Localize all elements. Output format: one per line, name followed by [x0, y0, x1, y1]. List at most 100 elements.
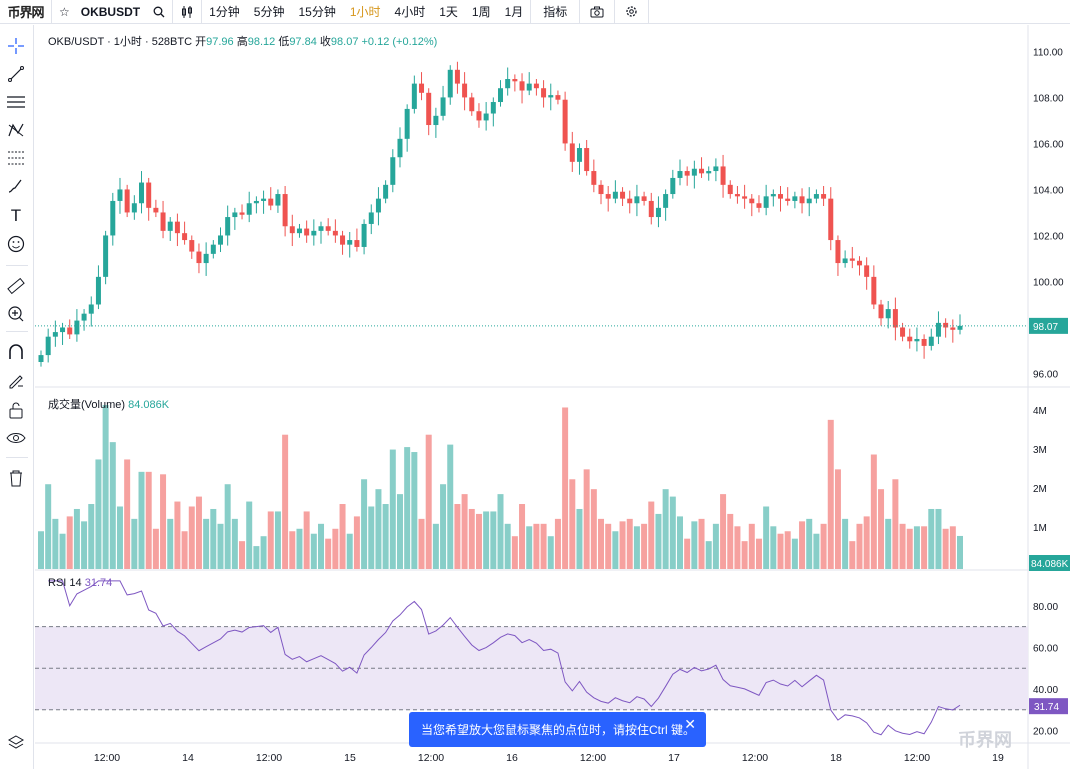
- last-price-label: 98.07: [1033, 322, 1058, 333]
- time-tick-label: 19: [992, 752, 1004, 764]
- volume-legend: 成交量(Volume) 84.086K: [48, 399, 170, 411]
- unlock-icon[interactable]: [5, 399, 27, 421]
- crosshair-icon[interactable]: [5, 35, 27, 57]
- volume-bar: [576, 508, 583, 569]
- volume-bar: [253, 546, 260, 569]
- interval-1h[interactable]: 1小时: [349, 5, 381, 19]
- volume-bar: [526, 526, 533, 569]
- candle-body: [742, 196, 748, 199]
- candle-body: [232, 212, 238, 218]
- volume-bar: [662, 489, 669, 569]
- gear-icon[interactable]: [615, 0, 648, 24]
- interval-1w[interactable]: 1周: [471, 5, 491, 19]
- candle-body: [332, 230, 338, 236]
- candle-body: [38, 355, 44, 362]
- indicators-button[interactable]: 指标: [543, 5, 568, 19]
- volume-bar: [346, 533, 353, 569]
- interval-4h[interactable]: 4小时: [394, 5, 426, 19]
- favorite-star-icon[interactable]: ☆: [59, 4, 70, 19]
- trend-line-icon[interactable]: [5, 63, 27, 85]
- close-icon[interactable]: ✕: [684, 716, 696, 732]
- candle-body: [340, 235, 346, 245]
- candle-body: [304, 228, 310, 236]
- volume-bar: [942, 528, 949, 569]
- chart-area[interactable]: 110.00 108.00 106.00 104.00 102.00 100.00 98.0…: [35, 25, 1070, 769]
- candle-body: [634, 196, 640, 204]
- ruler-icon[interactable]: [5, 275, 27, 297]
- volume-bar: [66, 516, 73, 569]
- candle-body: [957, 325, 963, 330]
- candle-body: [433, 115, 439, 126]
- volume-bar: [490, 511, 497, 569]
- symbol-search-icon[interactable]: [146, 0, 172, 24]
- candle-body: [921, 338, 927, 346]
- volume-bar: [842, 518, 849, 569]
- fib-icon[interactable]: [5, 147, 27, 169]
- brush-icon[interactable]: [5, 175, 27, 197]
- candle-body: [892, 309, 898, 328]
- volume-badge-label: 84.086K: [1031, 559, 1069, 570]
- close-value: 98.07: [330, 36, 359, 48]
- volume-bar: [511, 536, 518, 569]
- volume-bar: [411, 452, 418, 569]
- volume-value: 84.086K: [128, 399, 170, 411]
- pattern-icon[interactable]: [5, 119, 27, 141]
- candle-body: [498, 88, 503, 103]
- candle-body: [182, 233, 188, 241]
- interval-1mo[interactable]: 1月: [504, 5, 524, 19]
- candle-body: [354, 240, 360, 247]
- volume-bar: [763, 506, 770, 569]
- volume-bar: [619, 521, 626, 569]
- volume-bar: [418, 518, 425, 569]
- volume-bar: [289, 531, 296, 569]
- candle-body: [871, 276, 877, 305]
- volume-bar: [612, 531, 619, 569]
- volume-bar: [440, 484, 447, 569]
- low-value: 97.84: [289, 36, 317, 48]
- trash-icon[interactable]: [5, 467, 27, 489]
- volume-badge: [1029, 555, 1070, 571]
- horizontal-lines-icon[interactable]: [5, 91, 27, 113]
- candle-body: [411, 83, 417, 109]
- volume-bar: [246, 501, 253, 569]
- lock-drawing-icon[interactable]: [5, 369, 27, 391]
- volume-bar: [210, 508, 217, 569]
- site-logo[interactable]: 币界网: [0, 0, 52, 24]
- volume-bar: [303, 511, 310, 569]
- text-icon[interactable]: T: [10, 206, 22, 225]
- volume-bar: [684, 538, 691, 569]
- candle-body: [584, 148, 590, 172]
- watermark-logo: 币界网: [958, 730, 1012, 750]
- volume-bar: [712, 523, 719, 569]
- symbol-name[interactable]: OKBUSDT: [80, 4, 141, 19]
- eye-icon[interactable]: [5, 427, 27, 449]
- candle-body: [878, 304, 884, 319]
- layers-icon[interactable]: [5, 731, 27, 753]
- price-tick-label: 96.00: [1033, 369, 1058, 380]
- magnet-icon[interactable]: [5, 341, 27, 363]
- volume-bar: [734, 526, 741, 569]
- volume-bar: [669, 496, 676, 569]
- volume-bar: [497, 494, 504, 569]
- candle-body: [153, 207, 159, 213]
- interval-15m[interactable]: 15分钟: [298, 5, 336, 19]
- time-tick-label: 12:00: [94, 752, 120, 764]
- emoji-icon[interactable]: [5, 233, 27, 255]
- camera-icon[interactable]: [580, 0, 614, 24]
- volume-bar: [949, 526, 956, 569]
- time-tick-label: 16: [506, 752, 518, 764]
- volume-bar: [52, 518, 59, 569]
- interval-1d[interactable]: 1天: [439, 5, 458, 19]
- time-tick-label: 14: [182, 752, 194, 764]
- volume-bar: [727, 513, 734, 569]
- interval-1m[interactable]: 1分钟: [209, 5, 240, 19]
- volume-bar: [626, 518, 633, 569]
- volume-bar: [676, 516, 683, 569]
- compare-icon[interactable]: [173, 0, 201, 24]
- interval-5m[interactable]: 5分钟: [253, 5, 285, 19]
- volume-bar: [432, 523, 439, 569]
- candle-body: [569, 143, 575, 162]
- zoom-in-icon[interactable]: [5, 303, 27, 325]
- volume-bar: [899, 523, 906, 569]
- candle-body: [447, 69, 453, 98]
